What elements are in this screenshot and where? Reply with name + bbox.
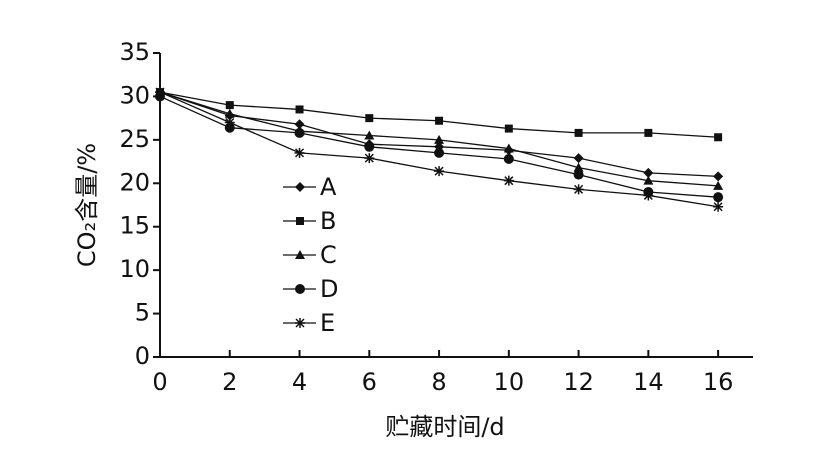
marker: [504, 124, 513, 133]
x-tick-label: 14: [633, 368, 664, 396]
marker: [155, 87, 165, 98]
y-tick-label: 25: [119, 125, 150, 153]
marker: [573, 162, 584, 172]
legend-label: D: [320, 275, 338, 303]
marker: [643, 167, 654, 178]
x-tick-label: 10: [494, 368, 525, 396]
marker: [294, 119, 305, 130]
marker: [364, 153, 375, 164]
marker: [434, 147, 445, 158]
marker: [364, 141, 375, 152]
marker: [644, 128, 653, 137]
x-tick-label: 8: [431, 368, 446, 396]
marker: [713, 171, 724, 182]
x-tick-label: 12: [563, 368, 594, 396]
x-tick-label: 4: [292, 368, 307, 396]
marker: [434, 166, 445, 177]
y-axis-label: CO₂含量/%: [73, 143, 101, 267]
marker: [294, 147, 305, 158]
y-tick-label: 15: [119, 212, 150, 240]
y-tick-label: 5: [135, 299, 150, 327]
series-line: [159, 91, 719, 138]
marker: [294, 127, 305, 138]
marker: [296, 217, 304, 225]
legend-label: B: [320, 207, 336, 235]
marker: [574, 128, 583, 137]
marker: [224, 117, 235, 128]
y-tick-label: 20: [119, 168, 150, 196]
legend-label: E: [320, 309, 335, 337]
marker: [643, 175, 654, 185]
marker: [713, 180, 724, 190]
marker: [503, 143, 514, 153]
marker: [434, 134, 445, 144]
y-tick-label: 10: [119, 255, 150, 283]
marker: [573, 184, 584, 195]
marker: [295, 182, 305, 192]
x-tick-label: 6: [362, 368, 377, 396]
y-tick-label: 35: [119, 38, 150, 66]
marker: [503, 153, 514, 164]
marker: [573, 169, 584, 180]
marker: [225, 101, 234, 110]
marker: [573, 153, 584, 164]
series-line: [159, 91, 719, 177]
legend-label: C: [320, 241, 337, 269]
x-tick-label: 2: [222, 368, 237, 396]
marker: [224, 108, 235, 118]
marker: [643, 190, 654, 201]
y-tick-label: 0: [135, 342, 150, 370]
marker: [295, 318, 305, 328]
marker: [503, 175, 514, 186]
marker: [295, 105, 304, 114]
legend-label: A: [320, 173, 337, 201]
marker: [435, 116, 444, 125]
x-axis-label: 贮藏时间/d: [385, 413, 504, 441]
marker: [714, 133, 723, 142]
marker: [365, 114, 374, 123]
x-tick-label: 16: [703, 368, 734, 396]
x-tick-label: 0: [152, 368, 167, 396]
marker: [713, 192, 724, 203]
y-tick-label: 30: [119, 81, 150, 109]
marker: [364, 130, 375, 140]
marker: [295, 250, 305, 259]
marker: [295, 284, 305, 294]
marker: [713, 201, 724, 212]
